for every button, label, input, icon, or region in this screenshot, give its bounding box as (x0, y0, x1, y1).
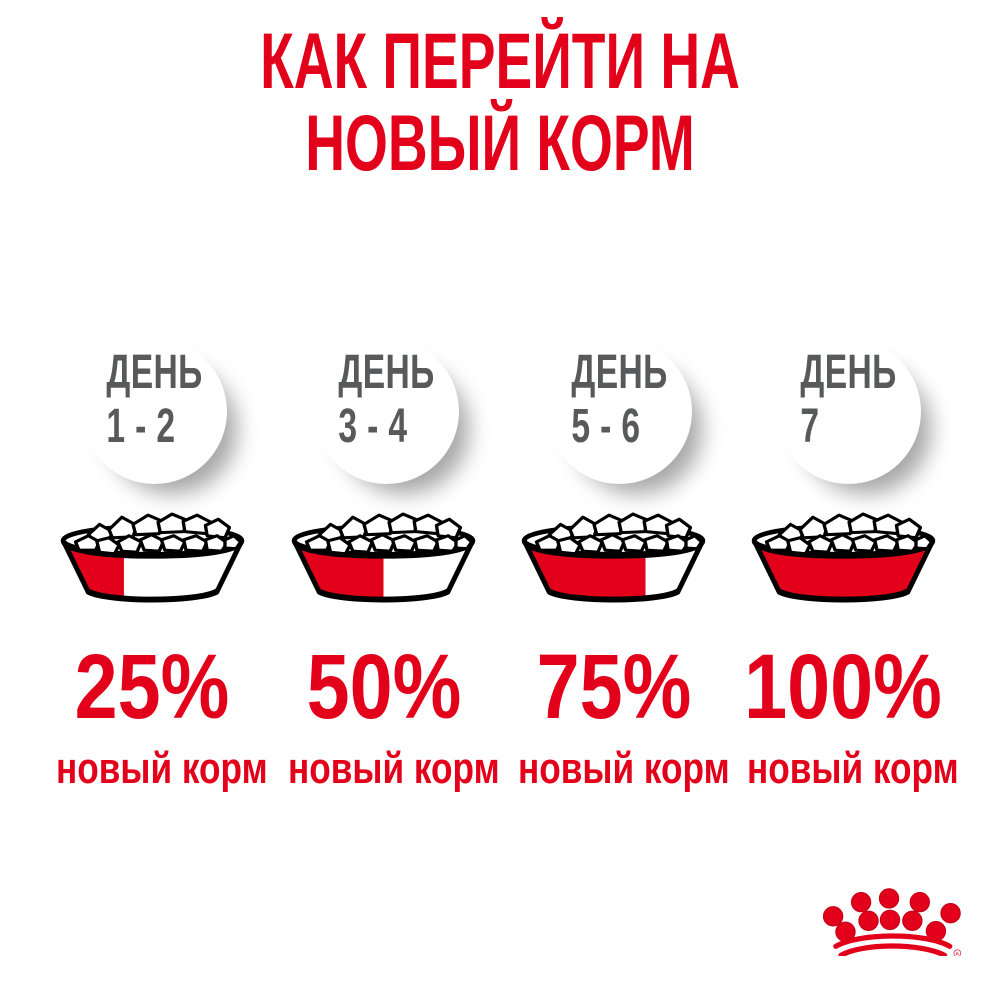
svg-text:R: R (956, 952, 959, 956)
